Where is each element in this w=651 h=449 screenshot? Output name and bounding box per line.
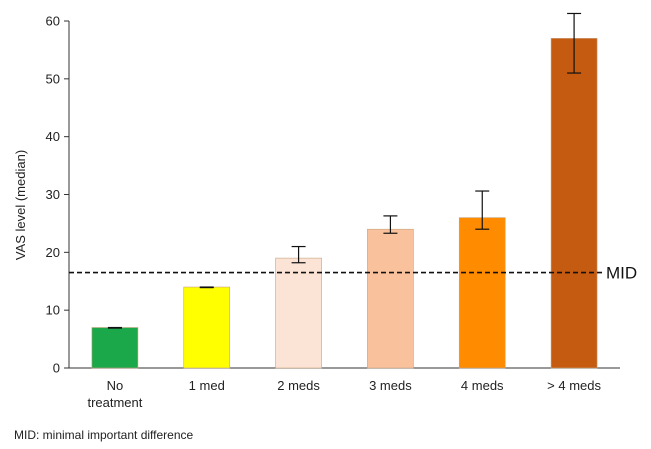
- x-tick-label: 2 meds: [277, 378, 320, 393]
- mid-reference-label: MID: [606, 264, 637, 283]
- x-tick-label: 3 meds: [369, 378, 412, 393]
- bar: [550, 38, 598, 369]
- error-bars: [107, 12, 582, 329]
- x-tick-label: 4 meds: [461, 378, 504, 393]
- bar: [91, 327, 139, 369]
- bar: [458, 217, 506, 369]
- y-tick-label: 0: [53, 361, 60, 376]
- x-axis-labels: No treatment 1 med 2 meds 3 meds 4 meds > 4 me…: [87, 378, 601, 410]
- y-tick-label: 10: [46, 303, 60, 318]
- x-tick-label: > 4 meds: [547, 378, 601, 393]
- y-axis-title: VAS level (median): [13, 150, 28, 260]
- y-tick-label: 60: [46, 14, 60, 29]
- y-tick-label: 30: [46, 187, 60, 202]
- footnote: MID: minimal important difference: [14, 428, 194, 442]
- bar: [183, 286, 231, 369]
- x-tick-label: No treatment: [87, 378, 142, 410]
- bar: [367, 228, 414, 369]
- y-axis: 0 10 20 30 40 50 60: [46, 14, 620, 376]
- bar: [275, 257, 322, 369]
- y-tick-label: 20: [46, 245, 60, 260]
- x-tick-label: 1 med: [189, 378, 225, 393]
- y-tick-label: 40: [46, 129, 60, 144]
- reference-line: MID: [69, 264, 637, 283]
- y-tick-label: 50: [46, 71, 60, 86]
- bars: [91, 38, 598, 369]
